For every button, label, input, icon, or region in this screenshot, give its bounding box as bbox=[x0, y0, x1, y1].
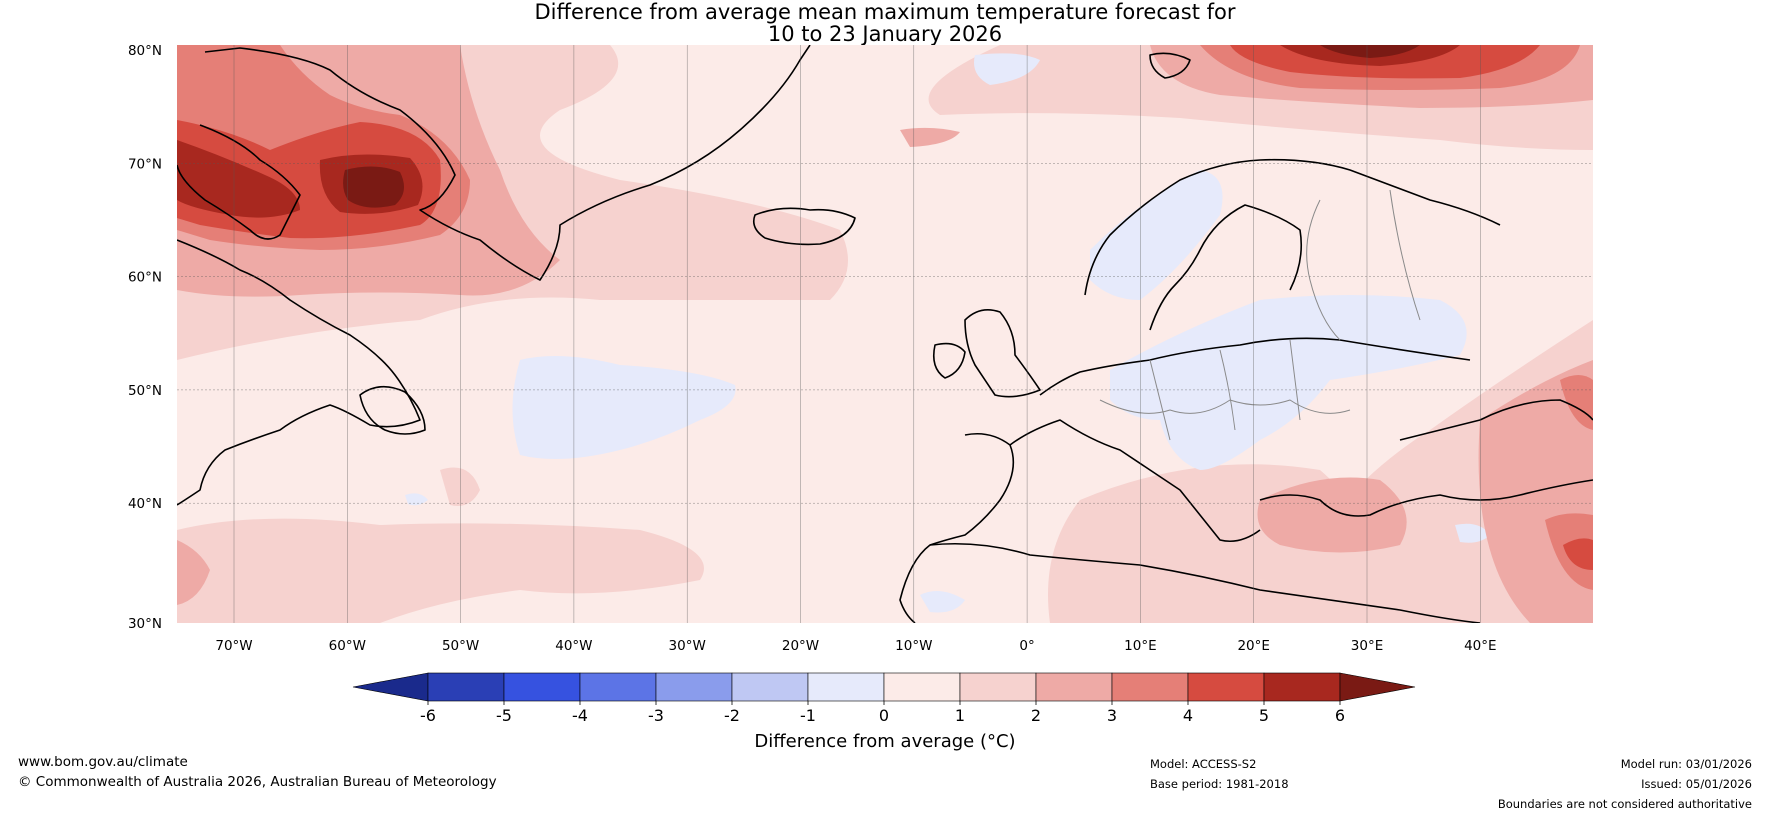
lon-label: 40°E bbox=[1464, 638, 1496, 654]
country-borders bbox=[1099, 189, 1421, 441]
colorbar-swatch bbox=[655, 672, 733, 702]
lat-label: 30°N bbox=[128, 616, 162, 632]
footer-base-period: Base period: 1981-2018 bbox=[1150, 777, 1289, 791]
colorbar-tick-label: -5 bbox=[496, 706, 512, 725]
colorbar-tick-label: -4 bbox=[572, 706, 588, 725]
lon-label: 70°W bbox=[215, 638, 252, 654]
colorbar-swatch bbox=[1035, 672, 1113, 702]
colorbar-arrow-high bbox=[1339, 672, 1416, 702]
colorbar-tick-label: 3 bbox=[1107, 706, 1117, 725]
colorbar: -6 -5 -4 -3 -2 -1 0 1 2 3 4 5 6 bbox=[352, 672, 1416, 725]
lon-label: 60°W bbox=[329, 638, 366, 654]
footer-model-run: Model run: 03/01/2026 bbox=[1620, 757, 1752, 771]
colorbar-swatch bbox=[579, 672, 657, 702]
colorbar-swatch bbox=[959, 672, 1037, 702]
map-title-line1: Difference from average mean maximum tem… bbox=[534, 0, 1236, 24]
lon-label: 0° bbox=[1019, 638, 1034, 654]
colorbar-tick-label: -1 bbox=[800, 706, 816, 725]
colorbar-tick-label: 2 bbox=[1031, 706, 1041, 725]
colorbar-tick-label: -6 bbox=[420, 706, 436, 725]
colorbar-swatch bbox=[883, 672, 961, 702]
lat-label: 80°N bbox=[128, 43, 162, 59]
colorbar-tick-label: 6 bbox=[1335, 706, 1345, 725]
footer-disclaimer: Boundaries are not considered authoritat… bbox=[1497, 797, 1752, 811]
colorbar-swatch bbox=[731, 672, 809, 702]
colorbar-swatch bbox=[1187, 672, 1265, 702]
colorbar-tick-label: 1 bbox=[955, 706, 965, 725]
colorbar-tick-label: -3 bbox=[648, 706, 664, 725]
lon-label: 50°W bbox=[442, 638, 479, 654]
lon-label: 20°E bbox=[1237, 638, 1269, 654]
colorbar-label: Difference from average (°C) bbox=[754, 731, 1015, 752]
lon-label: 10°W bbox=[895, 638, 932, 654]
colorbar-swatch bbox=[1263, 672, 1341, 702]
coastlines bbox=[177, 45, 1593, 623]
lon-label: 40°W bbox=[555, 638, 592, 654]
colorbar-swatch bbox=[1111, 672, 1189, 702]
colorbar-arrow-low bbox=[352, 672, 429, 702]
lat-label: 50°N bbox=[128, 383, 162, 399]
colorbar-swatch bbox=[807, 672, 885, 702]
colorbar-swatch bbox=[503, 672, 581, 702]
colorbar-tick-label: -2 bbox=[724, 706, 740, 725]
footer-copyright: © Commonwealth of Australia 2026, Austra… bbox=[18, 774, 497, 790]
graticule bbox=[177, 45, 1593, 623]
lon-label: 30°W bbox=[669, 638, 706, 654]
colorbar-tick-label: 0 bbox=[879, 706, 889, 725]
lon-label: 30°E bbox=[1351, 638, 1383, 654]
lat-label: 40°N bbox=[128, 496, 162, 512]
colorbar-tick-label: 5 bbox=[1259, 706, 1269, 725]
lat-label: 60°N bbox=[128, 270, 162, 286]
lon-label: 10°E bbox=[1124, 638, 1156, 654]
footer-website[interactable]: www.bom.gov.au/climate bbox=[18, 754, 188, 770]
colorbar-tick-label: 4 bbox=[1183, 706, 1193, 725]
colorbar-swatch bbox=[427, 672, 505, 702]
anomaly-field bbox=[177, 45, 1593, 623]
map-title-line2: 10 to 23 January 2026 bbox=[767, 22, 1003, 46]
lat-label: 70°N bbox=[128, 156, 162, 172]
footer-issued: Issued: 05/01/2026 bbox=[1641, 777, 1752, 791]
footer-model: Model: ACCESS-S2 bbox=[1150, 757, 1257, 771]
lon-label: 20°W bbox=[782, 638, 819, 654]
